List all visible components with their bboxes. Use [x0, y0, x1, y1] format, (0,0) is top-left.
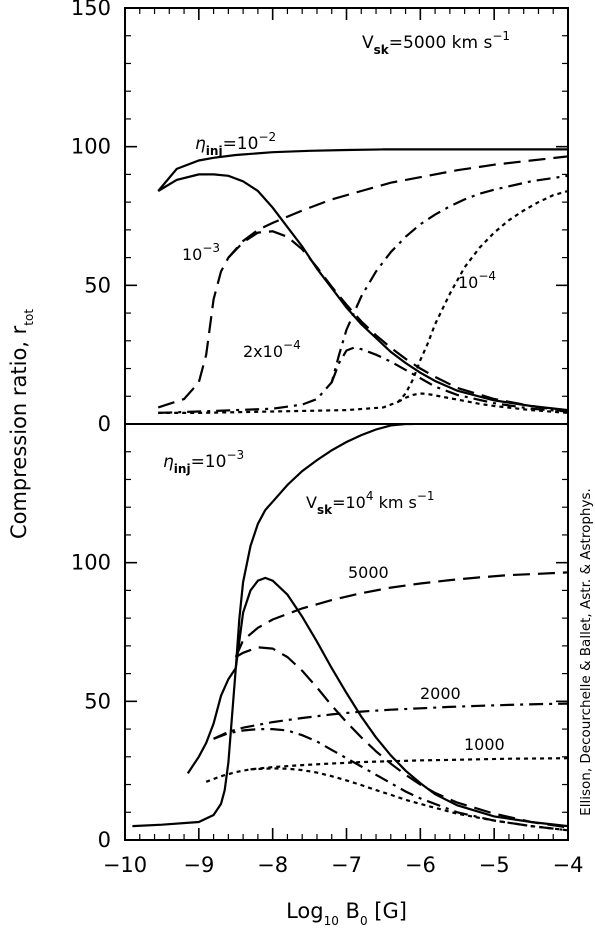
series-line-2000 [213, 702, 568, 740]
series-line-2000-efficient [213, 728, 568, 832]
series-line-inj-10-2 [157, 148, 568, 192]
series-line-5000 [234, 571, 568, 658]
label-1e-4: 10−4 [458, 269, 496, 292]
plot-frame: −10 −9 −8 −7 −6 −5 −4 [103, 7, 584, 877]
x-tick-label: −10 [103, 853, 147, 877]
series-line-10-3-efficient [227, 230, 568, 413]
bottom-panel: 0 50 100 ηinj=10−3 Vsk=104 km s−1 5000 2000 100… [71, 423, 568, 852]
curves [132, 424, 568, 832]
series-line-v-sk-10-4-low-start [186, 667, 237, 775]
top-panel: 0 50 100 150 Vsk=5000 km s−1 ηinj=10−2 10−3 2x1… [71, 0, 568, 436]
y-tick-label: 100 [71, 551, 111, 575]
y-tick-label: 50 [84, 273, 111, 297]
x-tick-label: −9 [183, 853, 214, 877]
label-eta-1e-2: ηinj=10−2 [195, 130, 276, 158]
x-tick-label: −8 [257, 853, 288, 877]
series-line-10-3 [157, 155, 568, 409]
y-tick-label: 100 [71, 135, 111, 159]
y-axis-title: Compression ratio, rtot [7, 309, 36, 539]
label-1000: 1000 [464, 735, 505, 754]
series-line-5000-efficient [235, 646, 568, 829]
axes-text: Log10 B0 [G] Compression ratio, rtot Ell… [7, 309, 594, 928]
x-tick-label: −6 [405, 853, 436, 877]
x-tick-label: −7 [331, 853, 362, 877]
y-tick-label: 0 [98, 828, 111, 852]
series-line-1000-efficient [250, 767, 568, 832]
series-line-inj-10-2-efficient [157, 173, 568, 412]
label-5000: 5000 [348, 563, 389, 582]
label-vsk-1e4: Vsk=104 km s−1 [306, 489, 435, 517]
series-line-2x10-4 [158, 174, 568, 414]
x-axis-title: Log10 B0 [G] [286, 899, 407, 928]
x-tick-label: −4 [553, 853, 584, 877]
credit-text: Ellison, Decourchelle & Ballet, Astr. & … [578, 488, 594, 816]
y-tick-label: 50 [84, 689, 111, 713]
label-2e-4: 2x10−4 [243, 338, 301, 361]
series-line-10-4 [158, 189, 568, 414]
series-line-10-4-efficient [397, 392, 568, 414]
bottom-annotation-eta: ηinj=10−3 [163, 448, 244, 476]
series-line-v-sk-10-4-km-s-1 [132, 424, 413, 828]
x-tick-label: −5 [479, 853, 510, 877]
curves [157, 148, 568, 414]
y-tick-label: 150 [71, 0, 111, 20]
y-tick-label: 0 [98, 412, 111, 436]
series-line-v-sk-10-4-efficient [234, 576, 568, 828]
top-annotation-vsk: Vsk=5000 km s−1 [362, 29, 510, 57]
series-line-2x10-4-efficient [330, 346, 568, 413]
label-1e-3: 10−3 [182, 241, 220, 264]
label-2000: 2000 [420, 684, 461, 703]
